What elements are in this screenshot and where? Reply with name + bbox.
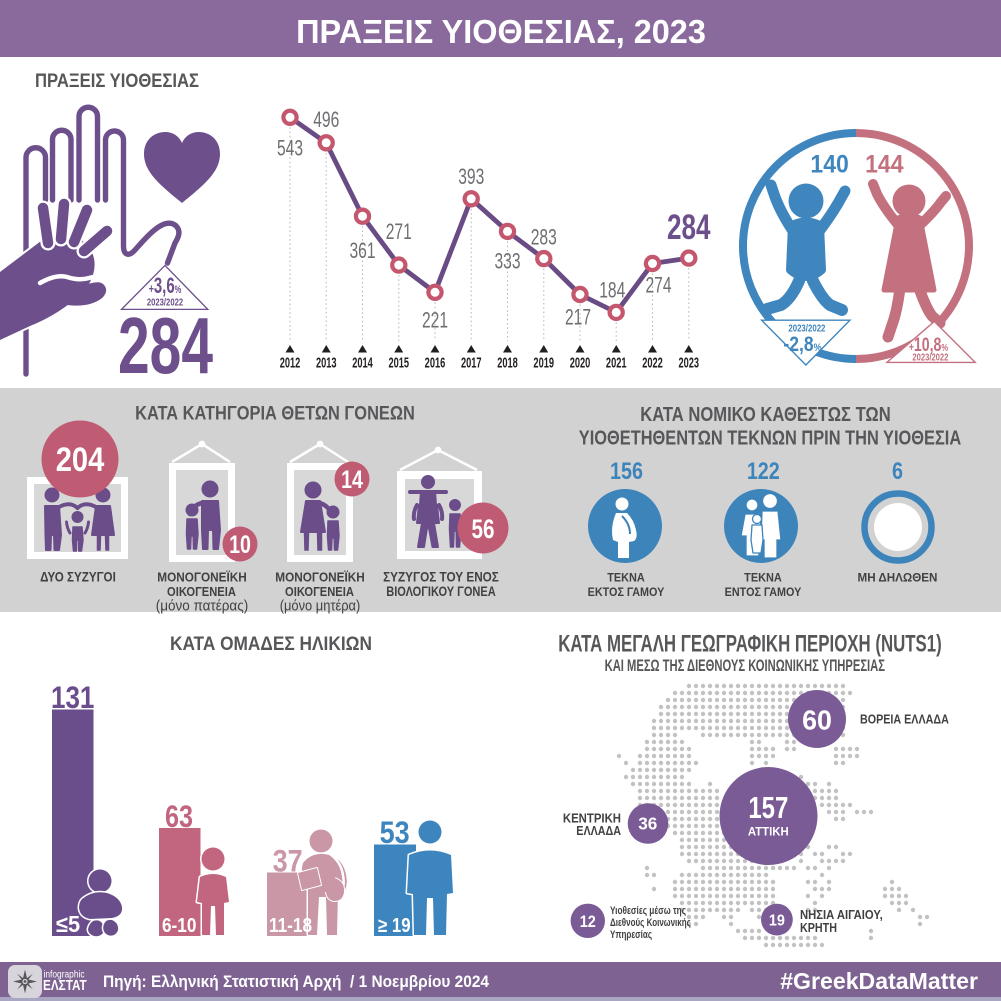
svg-text:#GreekDataMatter: #GreekDataMatter	[780, 968, 978, 994]
svg-text:271: 271	[386, 221, 412, 245]
svg-text:184: 184	[599, 279, 625, 303]
svg-text:2019: 2019	[533, 354, 554, 371]
svg-text:543: 543	[277, 137, 303, 161]
svg-text:217: 217	[565, 306, 591, 330]
svg-text:ΜΗ ΔΗΛΩΘΕΝ: ΜΗ ΔΗΛΩΘΕΝ	[858, 570, 938, 584]
svg-text:ΚΡΗΤΗ: ΚΡΗΤΗ	[800, 921, 837, 935]
svg-text:11-18: 11-18	[269, 914, 312, 937]
svg-text:ΤΕΚΝΑ: ΤΕΚΝΑ	[744, 572, 782, 585]
svg-text:ΥΙΟΘΕΤΗΘΕΝΤΩΝ ΤΕΚΝΩΝ ΠΡΙΝ ΤΗΝ: ΥΙΟΘΕΤΗΘΕΝΤΩΝ ΤΕΚΝΩΝ ΠΡΙΝ ΤΗΝ ΥΙΟΘΕΣΙΑ	[579, 426, 961, 449]
svg-text:ΚΑΙ ΜΕΣΩ ΤΗΣ ΔΙΕΘΝΟΥΣ ΚΟΙΝΩΝΙΚ: ΚΑΙ ΜΕΣΩ ΤΗΣ ΔΙΕΘΝΟΥΣ ΚΟΙΝΩΝΙΚΗΣ ΥΠΗΡΕΣΙ…	[605, 656, 886, 675]
svg-text:36: 36	[638, 814, 657, 834]
svg-text:≤5: ≤5	[56, 911, 80, 937]
svg-text:≥ 19: ≥ 19	[378, 914, 411, 937]
svg-text:60: 60	[802, 704, 832, 736]
svg-text:Διεθνούς Κοινωνικής: Διεθνούς Κοινωνικής	[610, 917, 691, 930]
svg-text:140: 140	[810, 151, 848, 179]
svg-text:ΠΡΑΞΕΙΣ ΥΙΟΘΕΣΙΑΣ, 2023: ΠΡΑΞΕΙΣ ΥΙΟΘΕΣΙΑΣ, 2023	[296, 13, 706, 50]
svg-text:ΝΗΣΙΑ ΑΙΓΑΙΟΥ,: ΝΗΣΙΑ ΑΙΓΑΙΟΥ,	[800, 907, 883, 922]
svg-text:ΕΛΛΑΔΑ: ΕΛΛΑΔΑ	[576, 824, 621, 838]
svg-text:ΜΟΝΟΓΟΝΕΪΚΗ: ΜΟΝΟΓΟΝΕΪΚΗ	[275, 569, 364, 585]
svg-text:122: 122	[747, 457, 780, 484]
svg-text:131: 131	[51, 681, 94, 716]
svg-text:12: 12	[580, 913, 596, 931]
svg-text:infographic: infographic	[44, 969, 85, 981]
svg-text:2023/2022: 2023/2022	[912, 352, 948, 363]
svg-text:53: 53	[380, 815, 410, 850]
svg-text:ΚΕΝΤΡΙΚΗ: ΚΕΝΤΡΙΚΗ	[563, 811, 621, 826]
svg-text:ΕΚΤΟΣ ΓΑΜΟΥ: ΕΚΤΟΣ ΓΑΜΟΥ	[588, 587, 665, 600]
svg-text:284: 284	[667, 207, 711, 247]
svg-text:2021: 2021	[606, 354, 627, 371]
svg-text:6-10: 6-10	[162, 914, 196, 937]
svg-text:ΟΙΚΟΓΕΝΕΙΑ: ΟΙΚΟΓΕΝΕΙΑ	[285, 584, 354, 599]
svg-text:ΔΥΟ ΣΥΖΥΓΟΙ: ΔΥΟ ΣΥΖΥΓΟΙ	[40, 568, 116, 584]
svg-text:ΒΟΡΕΙΑ ΕΛΛΑΔΑ: ΒΟΡΕΙΑ ΕΛΛΑΔΑ	[860, 713, 949, 727]
svg-text:6: 6	[892, 457, 903, 484]
svg-text:ΠΡΑΞΕΙΣ ΥΙΟΘΕΣΙΑΣ: ΠΡΑΞΕΙΣ ΥΙΟΘΕΣΙΑΣ	[35, 70, 199, 92]
svg-text:2014: 2014	[352, 354, 373, 371]
svg-text:284: 284	[118, 301, 213, 391]
svg-text:204: 204	[56, 440, 105, 479]
svg-text:ΕΛΣΤΑΤ: ΕΛΣΤΑΤ	[43, 977, 87, 993]
svg-text:ΕΝΤΟΣ ΓΑΜΟΥ: ΕΝΤΟΣ ΓΑΜΟΥ	[725, 587, 802, 600]
svg-text:2018: 2018	[497, 354, 518, 371]
svg-text:221: 221	[422, 309, 448, 333]
svg-text:19: 19	[769, 912, 785, 930]
svg-text:ΚΑΤΑ ΜΕΓΑΛΗ ΓΕΩΓΡΑΦΙΚΗ ΠΕΡΙΟΧΗ: ΚΑΤΑ ΜΕΓΑΛΗ ΓΕΩΓΡΑΦΙΚΗ ΠΕΡΙΟΧΗ (NUTS1)	[558, 630, 942, 657]
svg-text:ΚΑΤΑ ΟΜΑΔΕΣ ΗΛΙΚΙΩΝ: ΚΑΤΑ ΟΜΑΔΕΣ ΗΛΙΚΙΩΝ	[170, 633, 372, 654]
svg-text:2022: 2022	[642, 354, 663, 371]
svg-text:2020: 2020	[570, 354, 591, 371]
svg-text:2013: 2013	[316, 354, 337, 371]
svg-text:ΚΑΤΑ ΝΟΜΙΚΟ ΚΑΘΕΣΤΩΣ ΤΩΝ: ΚΑΤΑ ΝΟΜΙΚΟ ΚΑΘΕΣΤΩΣ ΤΩΝ	[640, 402, 890, 425]
svg-text:63: 63	[165, 799, 193, 834]
svg-text:333: 333	[494, 250, 520, 274]
svg-text:2015: 2015	[388, 354, 409, 371]
svg-text:ΣΥΖΥΓΟΣ ΤΟΥ ΕΝΟΣ: ΣΥΖΥΓΟΣ ΤΟΥ ΕΝΟΣ	[383, 569, 499, 585]
svg-text:(μόνο πατέρας): (μόνο πατέρας)	[156, 598, 248, 615]
svg-text:ΚΑΤΑ ΚΑΤΗΓΟΡΙΑ ΘΕΤΩΝ ΓΟΝΕΩΝ: ΚΑΤΑ ΚΑΤΗΓΟΡΙΑ ΘΕΤΩΝ ΓΟΝΕΩΝ	[135, 402, 415, 424]
svg-text:274: 274	[645, 274, 671, 298]
svg-text:Υπηρεσίας: Υπηρεσίας	[610, 929, 652, 942]
svg-text:496: 496	[313, 108, 339, 132]
svg-text:ΟΙΚΟΓΕΝΕΙΑ: ΟΙΚΟΓΕΝΕΙΑ	[167, 584, 236, 599]
svg-text:283: 283	[531, 226, 557, 250]
svg-text:10: 10	[229, 531, 251, 559]
svg-text:2012: 2012	[280, 354, 301, 371]
svg-text:ΜΟΝΟΓΟΝΕΪΚΗ: ΜΟΝΟΓΟΝΕΪΚΗ	[157, 569, 246, 585]
svg-text:2017: 2017	[461, 354, 482, 371]
svg-text:ΤΕΚΝΑ: ΤΕΚΝΑ	[607, 572, 645, 585]
svg-text:+10,8%: +10,8%	[909, 334, 948, 356]
svg-text:ΒΙΟΛΟΓΙΚΟΥ ΓΟΝΕΑ: ΒΙΟΛΟΓΙΚΟΥ ΓΟΝΕΑ	[386, 584, 496, 600]
svg-text:361: 361	[349, 240, 375, 264]
svg-text:144: 144	[865, 151, 904, 179]
svg-text:2023: 2023	[678, 354, 699, 371]
svg-text:(μόνο μητέρα): (μόνο μητέρα)	[280, 597, 361, 614]
svg-text:2023/2022: 2023/2022	[788, 323, 825, 334]
svg-text:2023/2022: 2023/2022	[147, 297, 183, 308]
svg-text:156: 156	[610, 457, 643, 484]
svg-text:393: 393	[458, 165, 484, 189]
svg-text:Υιοθεσίες μέσω της: Υιοθεσίες μέσω της	[610, 905, 686, 917]
svg-text:Πηγή: Ελληνική Στατιστική Αρχή: Πηγή: Ελληνική Στατιστική Αρχή / 1 Νοεμβ…	[103, 972, 489, 991]
svg-text:157: 157	[748, 790, 788, 825]
svg-text:14: 14	[341, 466, 363, 494]
svg-text:56: 56	[472, 514, 495, 544]
svg-text:ΑΤΤΙΚΗ: ΑΤΤΙΚΗ	[748, 824, 789, 839]
svg-text:2016: 2016	[425, 354, 446, 371]
